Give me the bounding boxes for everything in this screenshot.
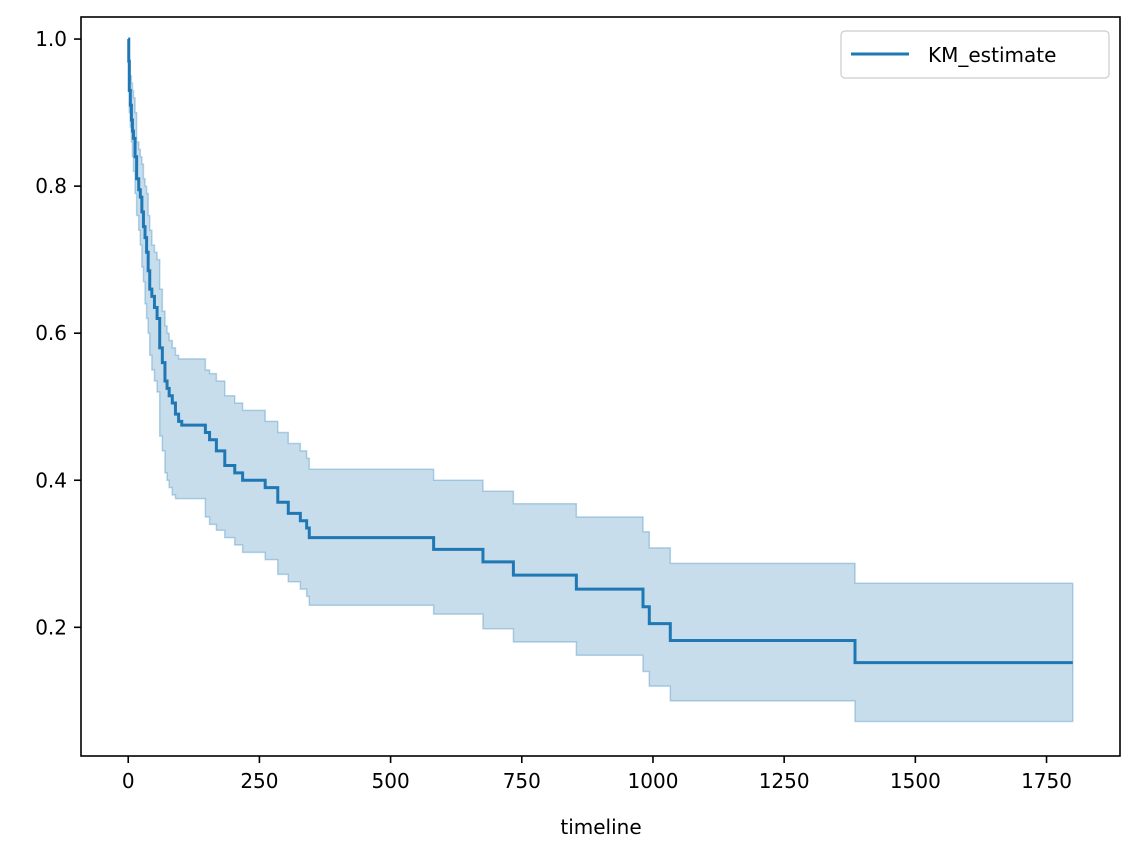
x-axis-label: timeline (560, 815, 641, 839)
x-tick-label: 500 (372, 769, 410, 793)
x-tick-label: 250 (240, 769, 278, 793)
confidence-band (128, 38, 1074, 723)
legend-box (840, 30, 1110, 79)
plot-layer (127, 37, 1074, 723)
y-tick-label: 0.4 (35, 468, 67, 492)
y-tick-label: 0.6 (35, 321, 67, 345)
legend-label: KM_estimate (928, 43, 1056, 67)
x-tick-label: 1500 (890, 769, 941, 793)
y-tick-label: 0.2 (35, 615, 67, 639)
x-tick-label: 1000 (628, 769, 679, 793)
x-tick-label: 750 (503, 769, 541, 793)
km-estimate-line (127, 37, 1073, 665)
x-tick-label: 1250 (759, 769, 810, 793)
axes-frame (80, 16, 1121, 757)
y-tick-label: 1.0 (35, 27, 67, 51)
legend: KM_estimate (840, 30, 1110, 79)
x-tick-label: 0 (122, 769, 135, 793)
y-tick-label: 0.8 (35, 174, 67, 198)
x-tick-label: 1750 (1021, 769, 1072, 793)
axes-layer: 0 250 500 750 1000 1250 1500 1750 0.2 0.4 0.6 0.8 1.… (35, 16, 1121, 793)
